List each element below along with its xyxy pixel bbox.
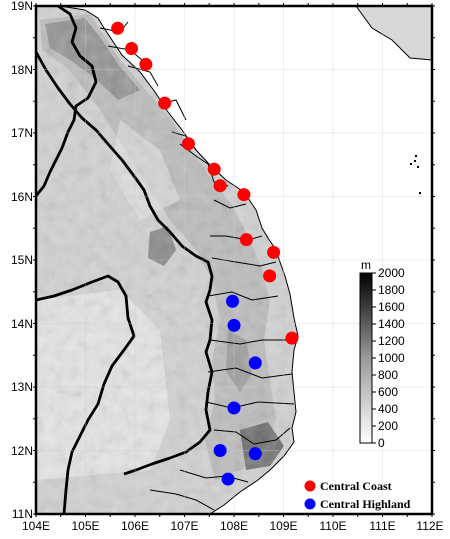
central-highland-station — [221, 472, 235, 486]
colorbar-tick-label: 600 — [378, 385, 398, 399]
legend-marker-central-coast — [304, 480, 316, 492]
colorbar-tick-label: 800 — [378, 368, 398, 382]
colorbar-tick-label: 0 — [378, 436, 385, 450]
country-borders — [36, 6, 214, 514]
central-coast-station — [213, 179, 227, 193]
central-coast-station — [285, 331, 299, 345]
central-highland-station — [248, 447, 262, 461]
colorbar-tick-label: 1200 — [378, 334, 405, 348]
central-coast-station — [139, 57, 153, 71]
central-coast-station — [158, 96, 172, 110]
colorbar-gradient — [359, 272, 373, 444]
lat-label: 12N — [11, 444, 33, 458]
frame-ticks — [33, 3, 435, 517]
central-coast-station — [237, 188, 251, 202]
central-highland-station — [213, 444, 227, 457]
lat-label: 11N — [12, 507, 33, 521]
central-highland-station — [226, 294, 240, 308]
colorbar-tick-label: 1000 — [378, 351, 405, 365]
legend-label-central-highland: Central Highland — [320, 497, 411, 511]
central-coast-station — [239, 233, 253, 247]
central-coast-station — [207, 162, 221, 176]
lat-label: 13N — [11, 380, 33, 394]
central-coast-station — [111, 21, 125, 35]
lon-label: 108E — [220, 519, 248, 533]
lon-label: 105E — [71, 519, 99, 533]
legend: Central Coast Central Highland — [304, 479, 411, 511]
lon-label: 110E — [319, 519, 346, 533]
paracel-islands — [410, 155, 421, 194]
colorbar-tick-label: 200 — [378, 419, 398, 433]
colorbar-unit: m — [361, 258, 371, 272]
central-coast-station — [267, 245, 281, 259]
colorbar-tick-label: 1600 — [378, 300, 405, 314]
colorbar-tick-label: 2000 — [378, 266, 405, 280]
lon-label: 112E — [416, 519, 443, 533]
colorbar-tick-label: 1400 — [378, 317, 405, 331]
lon-label: 111E — [369, 519, 395, 533]
central-highland-station — [227, 401, 241, 415]
central-coast-station — [181, 137, 195, 151]
longitude-labels: 104E 105E 106E 107E 108E 109E 110E 111E … — [22, 519, 444, 533]
colorbar-tick-label: 400 — [378, 402, 398, 416]
lat-label: 18N — [11, 63, 33, 77]
latitude-labels: 19N 18N 17N 16N 15N 14N 13N 12N 11N — [11, 0, 33, 521]
central-highland-station — [248, 356, 262, 370]
lon-label: 106E — [121, 519, 149, 533]
lat-label: 17N — [11, 126, 33, 140]
lat-label: 15N — [11, 253, 33, 267]
lat-label: 14N — [11, 317, 33, 331]
colorbar-tick-label: 1800 — [378, 283, 405, 297]
lat-label: 16N — [11, 190, 33, 204]
lat-label: 19N — [11, 0, 33, 13]
central-highland-station — [227, 318, 241, 332]
central-coast-station — [263, 269, 277, 283]
station-markers — [111, 21, 299, 486]
lon-label: 104E — [22, 519, 50, 533]
central-coast-station — [125, 42, 139, 56]
legend-label-central-coast: Central Coast — [320, 479, 392, 493]
hainan-coastline — [355, 6, 432, 61]
lon-label: 109E — [269, 519, 297, 533]
hainan-island — [356, 6, 432, 60]
lon-label: 107E — [170, 519, 198, 533]
legend-marker-central-highland — [304, 498, 316, 510]
